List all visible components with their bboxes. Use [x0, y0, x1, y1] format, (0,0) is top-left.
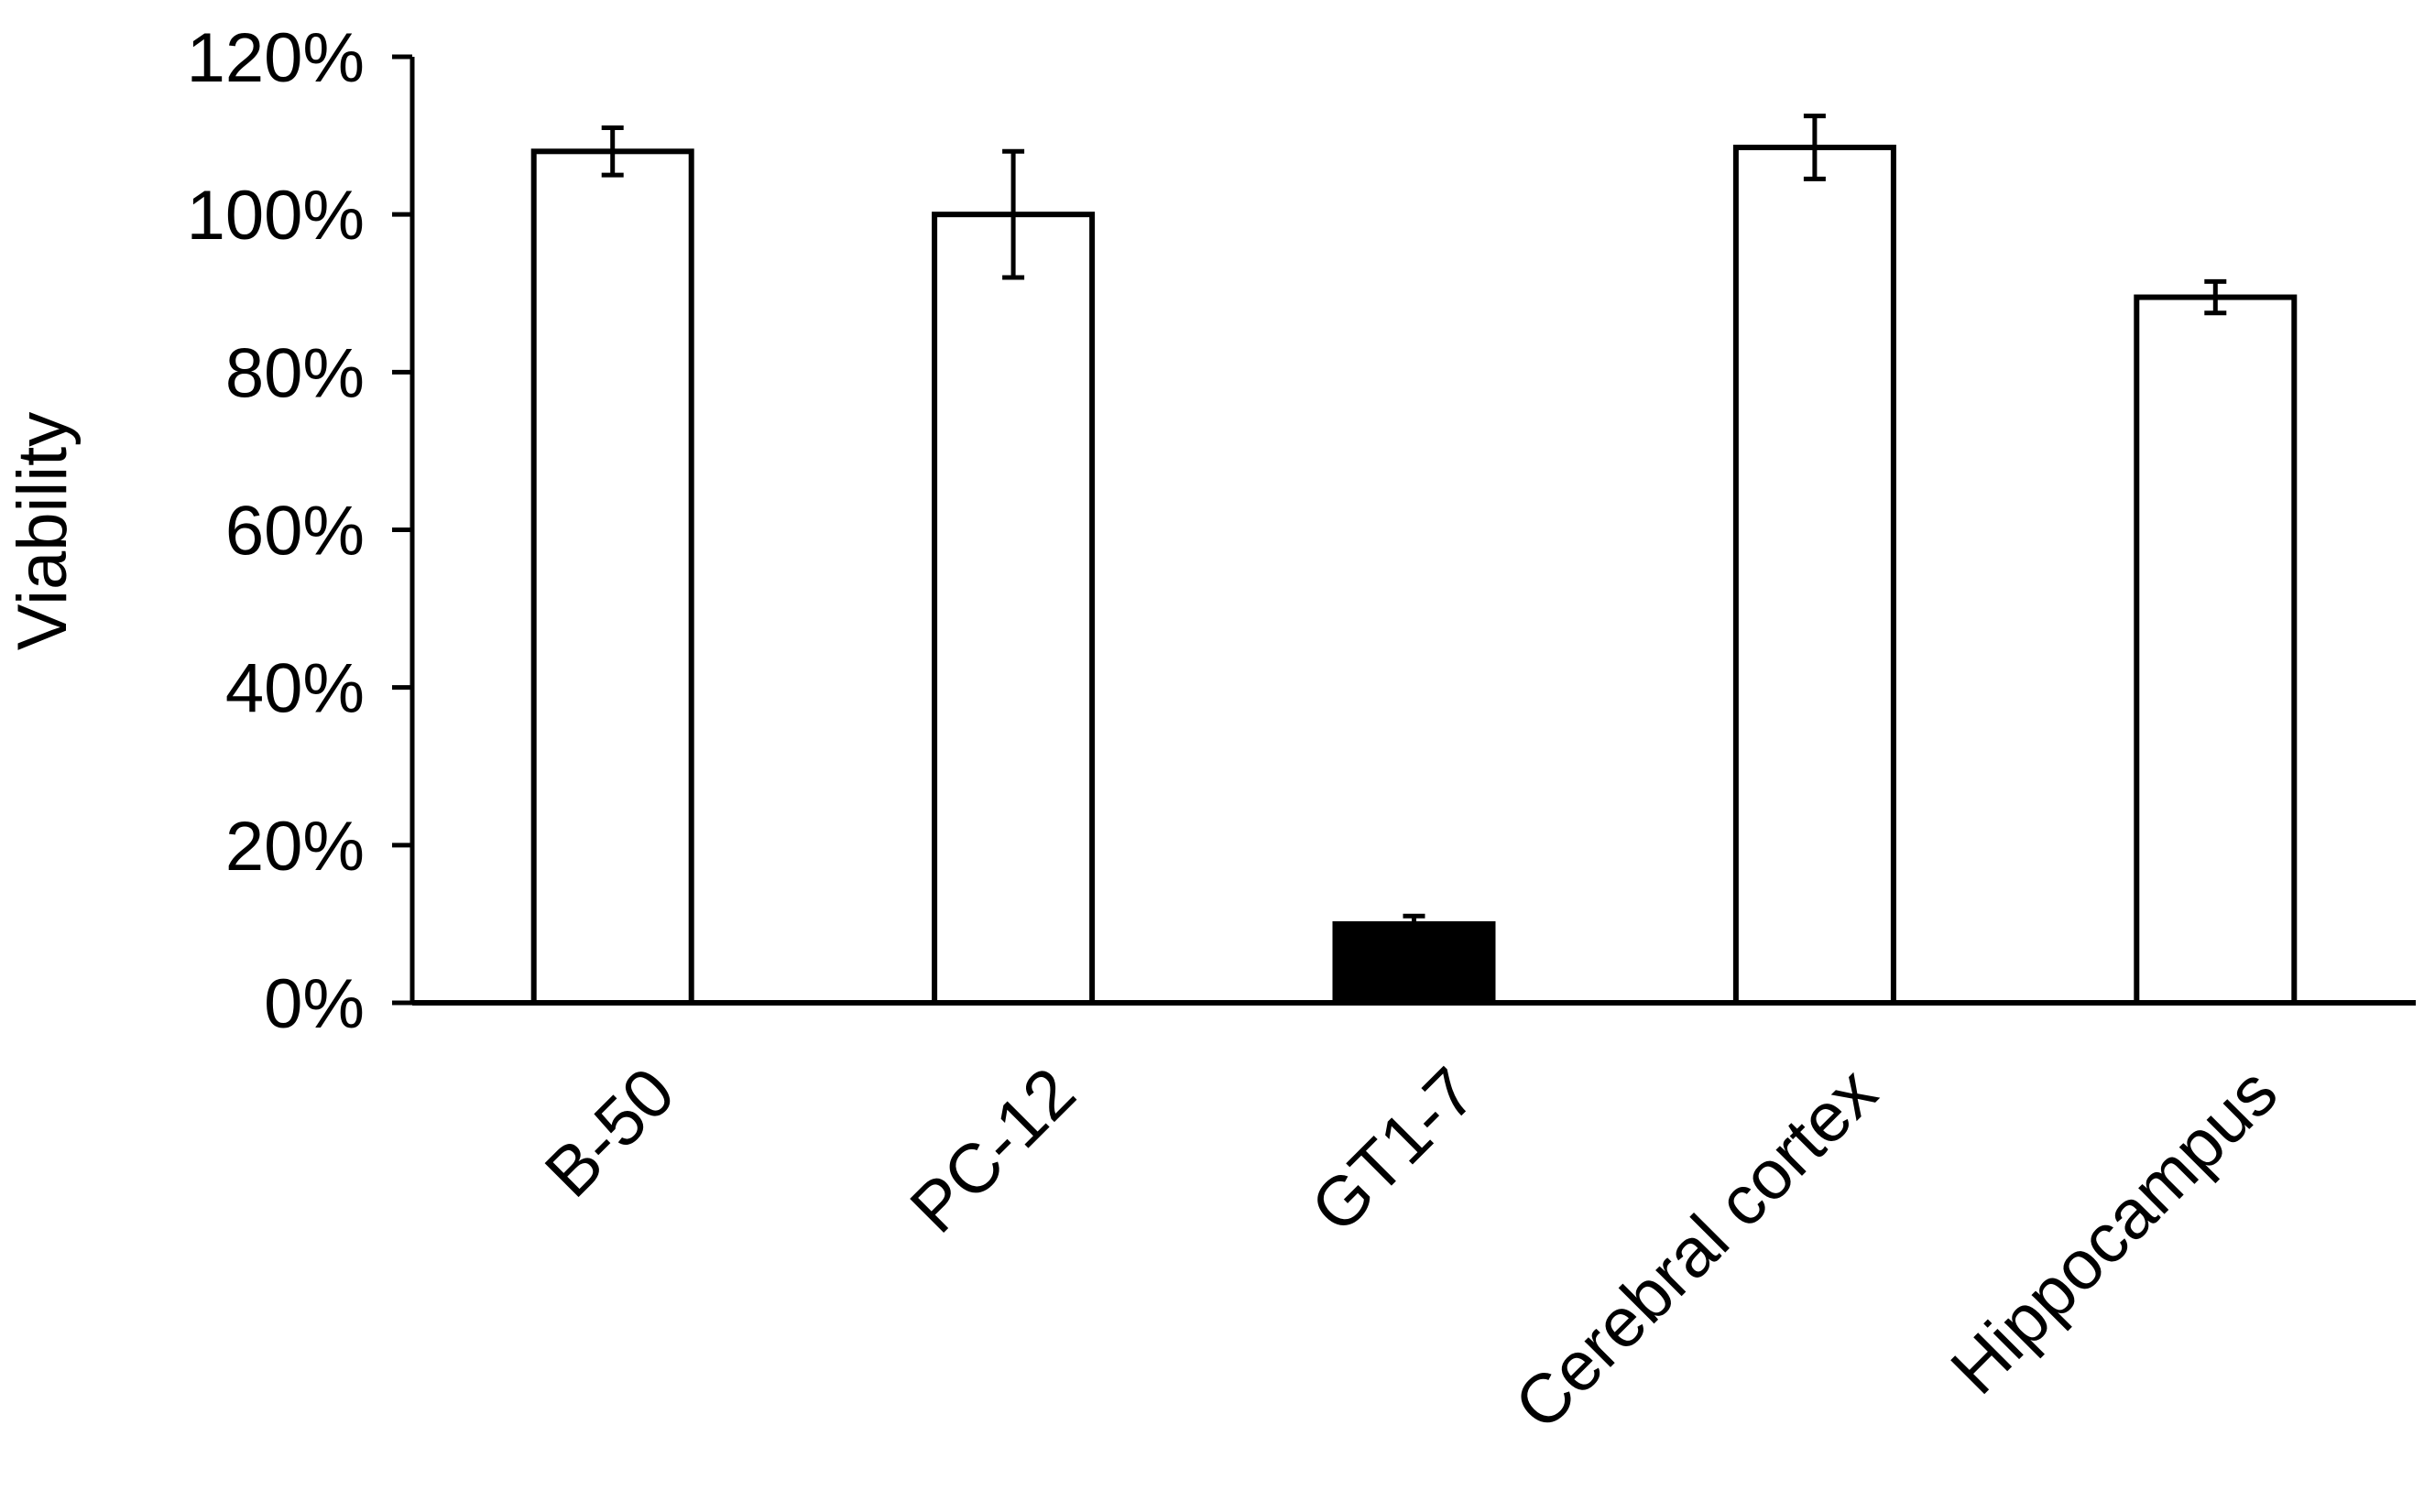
bar-gt1-7 — [1332, 920, 1496, 1006]
y-tick-label: 120% — [187, 19, 365, 97]
x-tick-label: PC-12 — [896, 1053, 1090, 1247]
error-bars — [601, 114, 2227, 935]
y-tick-label: 0% — [264, 965, 365, 1043]
y-tick-label: 80% — [225, 334, 365, 412]
bar-pc-12 — [932, 212, 1096, 1006]
bar-cerebral-cortex — [1732, 144, 1896, 1006]
y-tick-label: 100% — [187, 177, 365, 255]
y-tick-label: 40% — [225, 650, 365, 728]
x-tick-label: Cerebral cortex — [1500, 1053, 1891, 1444]
bars — [530, 144, 2298, 1006]
x-tick-label: B-50 — [530, 1053, 690, 1213]
x-tick-labels: B-50 PC-12 GT1-7 Cerebral cortex Hippocampus — [530, 1053, 2292, 1444]
y-axis: 0% 20% 40% 60% 80% 100% 120% — [187, 19, 415, 1043]
x-tick-label: Hippocampus — [1937, 1053, 2293, 1409]
bar-b-50 — [530, 148, 694, 1006]
bar-hippocampus — [2134, 294, 2298, 1006]
y-tick-label: 20% — [225, 808, 365, 886]
y-axis-title: Viability — [4, 412, 82, 651]
x-tick-label: GT1-7 — [1296, 1053, 1490, 1247]
y-tick-label: 60% — [225, 493, 365, 571]
